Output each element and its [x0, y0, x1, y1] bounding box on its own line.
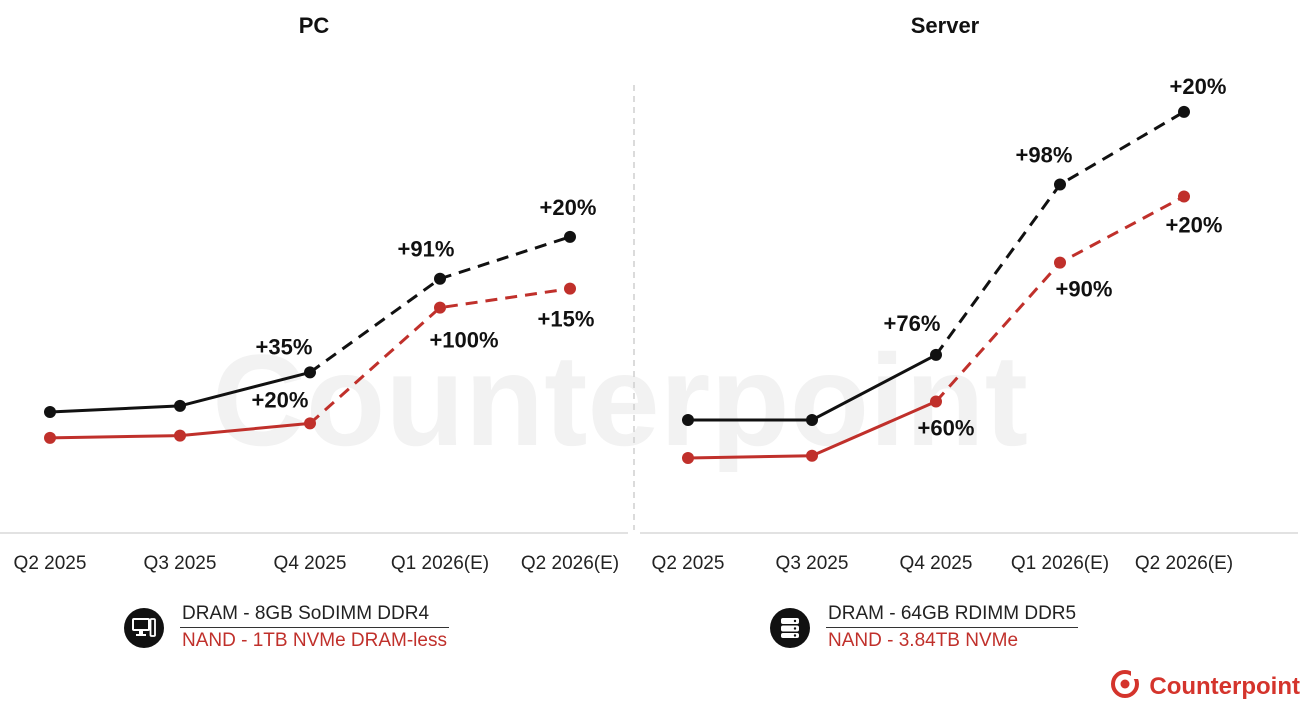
data-label: +60% — [918, 416, 975, 441]
data-point — [304, 417, 316, 430]
chart-title: PC — [299, 13, 330, 38]
x-tick-label: Q2 2025 — [14, 553, 87, 574]
data-point — [806, 449, 818, 462]
data-point — [304, 366, 316, 379]
data-label: +20% — [1166, 212, 1223, 237]
data-label: +90% — [1056, 277, 1113, 302]
data-point — [1178, 105, 1190, 118]
data-label: +20% — [252, 387, 309, 412]
brand-logo: Counterpoint — [1109, 668, 1300, 705]
data-label: +76% — [884, 311, 941, 336]
chart-title: Server — [911, 13, 980, 38]
server-rack-icon — [770, 607, 810, 648]
x-tick-label: Q3 2025 — [776, 553, 849, 574]
data-label: +20% — [540, 195, 597, 220]
legend-nand-label: NAND - 3.84TB NVMe — [828, 630, 1019, 651]
data-label: +15% — [538, 307, 595, 332]
plots-layer: PC Q2 2025 Q3 2025 Q4 2025 Q1 2026(E) Q2 2026… — [0, 13, 1298, 574]
data-point — [434, 301, 446, 314]
x-tick-label: Q2 2026(E) — [521, 553, 619, 574]
server-legend: DRAM - 64GB RDIMM DDR5 NAND - 3.84TB NVM… — [770, 603, 1079, 652]
legend-dram-label: DRAM - 8GB SoDIMM DDR4 — [180, 603, 449, 628]
x-tick-label: Q4 2025 — [274, 553, 347, 574]
data-label: +35% — [256, 334, 313, 359]
x-tick-label: Q1 2026(E) — [1011, 553, 1109, 574]
x-tick-label: Q2 2025 — [652, 553, 725, 574]
x-tick-label: Q3 2025 — [144, 553, 217, 574]
watermark-text: Counterpoint — [212, 327, 1028, 473]
legend-dram-label: DRAM - 64GB RDIMM DDR5 — [826, 603, 1079, 628]
pc-legend: DRAM - 8GB SoDIMM DDR4 NAND - 1TB NVMe D… — [124, 603, 449, 652]
counterpoint-logo-icon — [1109, 668, 1141, 705]
desktop-pc-icon — [124, 607, 164, 648]
data-point — [806, 414, 818, 426]
series-line-forecast — [309, 287, 571, 425]
data-point — [174, 429, 186, 442]
data-label: +91% — [398, 237, 455, 262]
data-label: +100% — [429, 328, 498, 353]
data-point — [44, 406, 56, 418]
x-tick-label: Q1 2026(E) — [391, 553, 489, 574]
data-point — [1054, 178, 1066, 191]
data-point — [174, 399, 186, 412]
data-point — [564, 230, 576, 243]
data-point — [682, 451, 694, 464]
x-tick-label: Q4 2025 — [900, 553, 973, 574]
brand-name: Counterpoint — [1149, 672, 1300, 700]
legend-nand-label: NAND - 1TB NVMe DRAM-less — [182, 630, 447, 651]
data-point — [682, 414, 694, 426]
data-point — [1178, 190, 1190, 203]
data-point — [930, 348, 942, 361]
data-point — [1054, 256, 1066, 269]
data-point — [930, 395, 942, 408]
data-point — [434, 272, 446, 285]
data-point — [44, 431, 56, 444]
data-label: +98% — [1016, 143, 1073, 168]
data-point — [564, 282, 576, 295]
x-tick-label: Q2 2026(E) — [1135, 553, 1233, 574]
data-label: +20% — [1170, 74, 1227, 99]
